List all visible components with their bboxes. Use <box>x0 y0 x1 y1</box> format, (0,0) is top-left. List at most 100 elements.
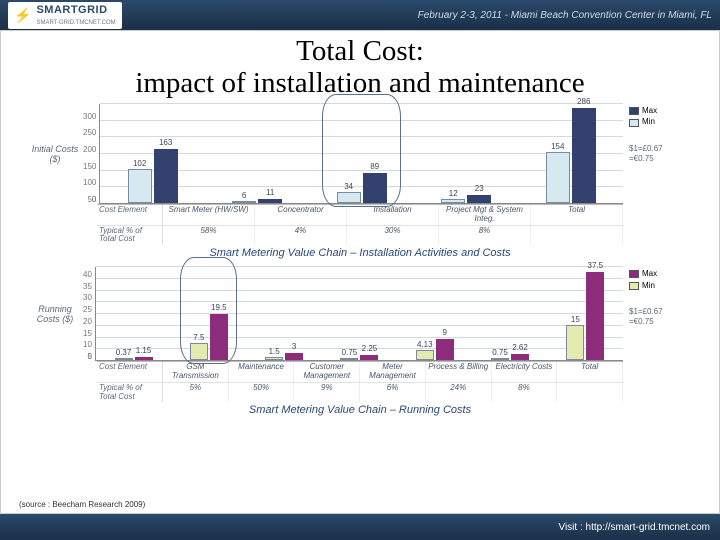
logo-subtitle: SMART-GRID.TMCNET.COM <box>36 20 115 26</box>
category-pct: 4% <box>255 226 347 246</box>
bar-value-min: 4.13 <box>417 340 433 349</box>
initial-costs-chart: Initial Costs ($)05010015020025030010216… <box>27 104 693 259</box>
bar-value-max: 3 <box>292 342 296 351</box>
bar-value-min: 0.75 <box>492 348 508 357</box>
legend-label: Min <box>642 281 655 291</box>
logo-title: SMARTGRID <box>36 4 107 16</box>
bar-value-min: 7.5 <box>193 333 204 342</box>
category-name: Meter Management <box>360 362 426 382</box>
bar-group: 0.752.62 <box>472 354 547 360</box>
bar-value-max: 11 <box>266 188 274 197</box>
category-name: GSM Transmission <box>163 362 229 382</box>
bar-value-max: 37.5 <box>588 261 604 270</box>
bar-value-max: 2.25 <box>362 344 378 353</box>
legend-swatch <box>629 119 639 127</box>
category-pct <box>531 226 623 246</box>
legend: Max Min <box>629 269 657 292</box>
y-tick: 25 <box>83 305 92 314</box>
category-name: Maintenance <box>229 362 295 382</box>
bar-max: 2.25 <box>360 355 378 360</box>
bar-value-min: 0.37 <box>116 348 132 357</box>
bar-min: 15 <box>566 325 584 360</box>
bottom-bar: Visit : http://smart-grid.tmcnet.com <box>0 514 720 540</box>
bar-value-min: 0.75 <box>342 348 358 357</box>
slide-frame: ⚡ SMARTGRID SMART-GRID.TMCNET.COM Februa… <box>0 0 720 540</box>
y-tick: 150 <box>83 162 96 171</box>
bar-value-max: 23 <box>475 184 484 193</box>
category-pct: 5% <box>163 383 229 403</box>
legend-label: Max <box>642 106 657 116</box>
category-name: Smart Meter (HW/SW) <box>163 205 255 225</box>
category-name: Electricity Costs <box>492 362 558 382</box>
bar-min: 4.13 <box>416 350 434 360</box>
bar-max: 37.5 <box>586 272 604 360</box>
currency-conversion: $1=£0.67 =€0.75 <box>629 307 663 326</box>
bar-max: 11 <box>258 199 282 203</box>
category-name: Installation <box>347 205 439 225</box>
y-tick: 0 <box>92 195 96 204</box>
legend-label: Max <box>642 269 657 279</box>
bar-max: 2.62 <box>511 354 529 360</box>
legend-label: Min <box>642 117 655 127</box>
bar-value-max: 2.62 <box>512 343 528 352</box>
y-tick: 0 <box>87 352 91 361</box>
category-pct: 8% <box>492 383 558 403</box>
bar-value-min: 1.5 <box>269 347 280 356</box>
y-tick: 10 <box>83 340 92 349</box>
y-tick: 300 <box>83 112 96 121</box>
bar-group: 1537.5 <box>548 272 623 360</box>
bar-min: 34 <box>337 192 361 203</box>
source-citation: (source : Beecham Research 2009) <box>19 500 145 509</box>
bar-min: 1.5 <box>265 357 283 361</box>
bar-group: 3489 <box>309 173 414 203</box>
visit-link[interactable]: Visit : http://smart-grid.tmcnet.com <box>558 522 710 533</box>
bar-group: 0.752.25 <box>322 355 397 360</box>
bar-value-min: 12 <box>449 189 458 198</box>
bar-max: 3 <box>285 353 303 360</box>
running-costs-chart: Running Costs ($)05101520253035400.371.1… <box>27 267 693 416</box>
category-name: Project Mgt & System Integ. <box>439 205 531 225</box>
bar-value-max: 1.15 <box>136 346 152 355</box>
chart-caption: Smart Metering Value Chain – Running Cos… <box>27 404 693 416</box>
bar-group: 4.139 <box>397 339 472 360</box>
content-area: Total Cost: impact of installation and m… <box>0 30 720 514</box>
row-header: Typical % of Total Cost <box>97 226 163 246</box>
bar-min: 12 <box>441 199 465 203</box>
category-pct: 58% <box>163 226 255 246</box>
bar-value-min: 15 <box>571 315 580 324</box>
bar-min: 6 <box>232 201 256 203</box>
category-name: Total <box>557 362 623 382</box>
legend: MaxMin <box>629 106 657 129</box>
bar-value-min: 102 <box>133 159 146 168</box>
bar-group: 0.371.15 <box>96 357 171 360</box>
bar-min: 0.75 <box>340 358 358 360</box>
bar-max: 23 <box>467 195 491 203</box>
row-header: Cost Element <box>97 205 163 225</box>
bar-group: 102163 <box>100 149 205 203</box>
logo: ⚡ SMARTGRID SMART-GRID.TMCNET.COM <box>8 2 122 29</box>
bar-value-max: 19.5 <box>211 303 227 312</box>
category-pct: 6% <box>360 383 426 403</box>
category-table: Cost ElementSmart Meter (HW/SW)Concentra… <box>97 204 623 245</box>
category-pct: 30% <box>347 226 439 246</box>
page-title: Total Cost: impact of installation and m… <box>19 35 701 100</box>
y-tick: 35 <box>83 282 92 291</box>
bar-value-min: 34 <box>344 182 353 191</box>
bar-min: 102 <box>128 169 152 203</box>
y-tick: 100 <box>83 178 96 187</box>
bar-max: 286 <box>572 108 596 203</box>
y-tick: 200 <box>83 145 96 154</box>
bar-max: 9 <box>436 339 454 360</box>
bar-min: 0.75 <box>491 358 509 360</box>
legend-swatch <box>629 282 639 290</box>
row-header: Typical % of Total Cost <box>97 383 163 403</box>
bar-value-min: 154 <box>551 142 564 151</box>
bar-group: 154 286 <box>518 108 623 203</box>
y-tick: 250 <box>83 128 96 137</box>
category-pct: 9% <box>294 383 360 403</box>
bar-group: 7.5 19.5 <box>171 314 246 360</box>
y-tick: 30 <box>83 293 92 302</box>
category-pct: 24% <box>426 383 492 403</box>
bar-max: 19.5 <box>210 314 228 360</box>
bar-value-max: 163 <box>159 138 172 147</box>
